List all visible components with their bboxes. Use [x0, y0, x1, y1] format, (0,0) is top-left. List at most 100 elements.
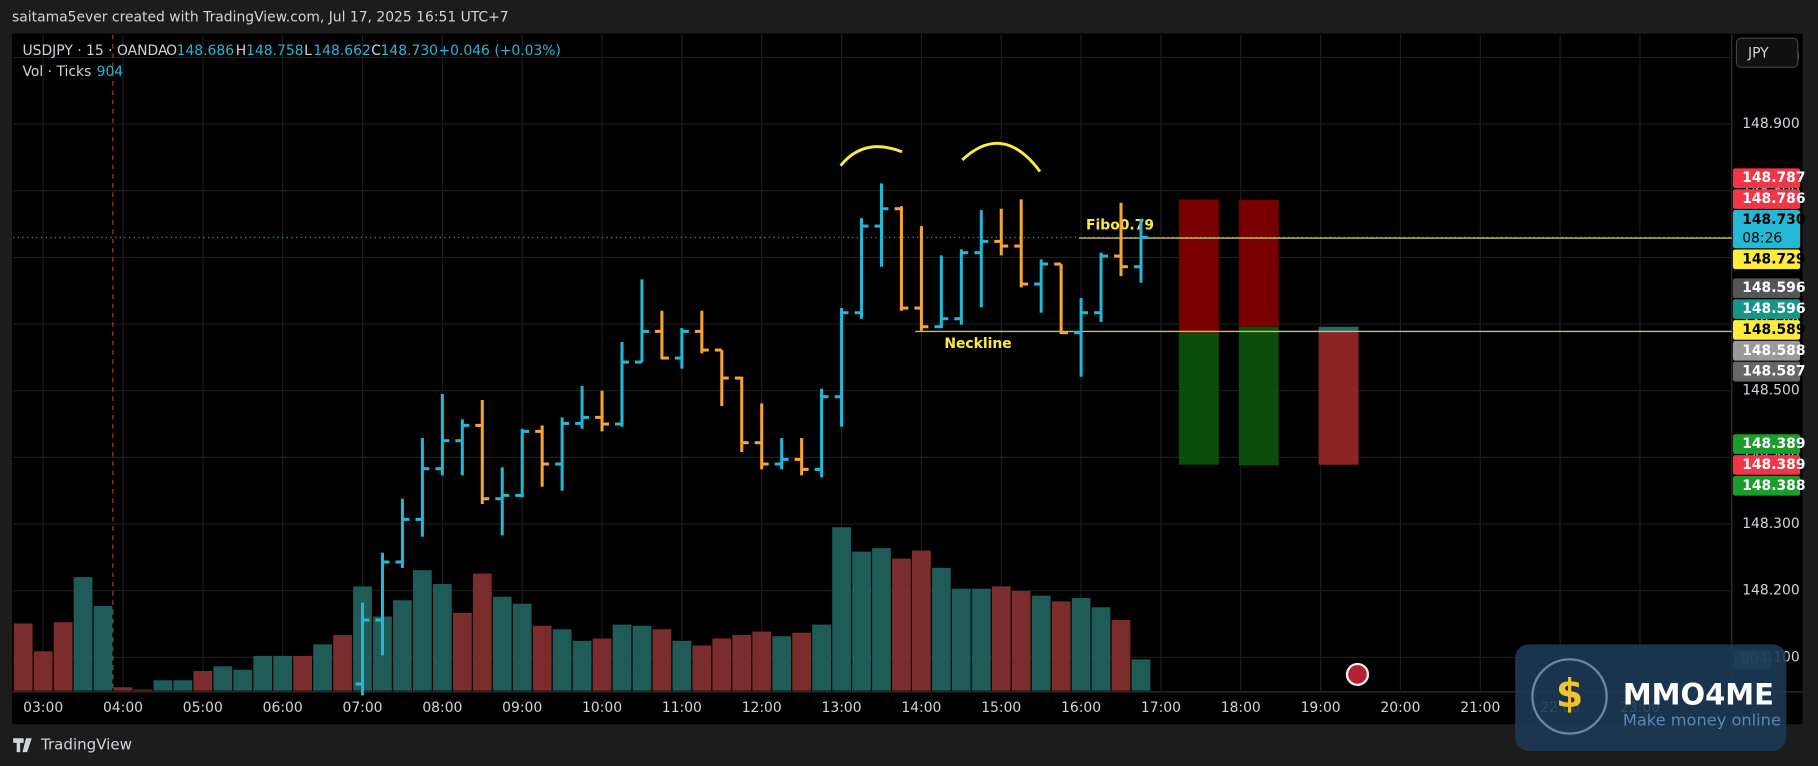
positions: [1178, 199, 1359, 466]
watermark-name: MMO4ME: [1623, 677, 1774, 711]
volume-bar: [452, 613, 472, 691]
x-tick-label: 17:00: [1141, 700, 1181, 716]
volume-bar: [173, 680, 193, 691]
volume-bar: [1031, 595, 1051, 691]
event-flag[interactable]: [1345, 662, 1370, 687]
volume-bar: [472, 573, 492, 691]
price-tag-label: 148.786: [1742, 191, 1805, 207]
volume-bar: [572, 640, 592, 691]
y-tick-label: 148.900: [1742, 116, 1799, 132]
volume-bar: [991, 586, 1011, 691]
close-value: 148.730: [381, 43, 438, 59]
price-tag: [1732, 320, 1801, 340]
volume-bar: [113, 687, 133, 691]
price-tag-label: 148.787: [1742, 170, 1805, 186]
brand-logo: [13, 738, 32, 753]
line-label: Neckline: [944, 336, 1011, 352]
high-value: 148.758: [246, 43, 303, 59]
volume-bar: [612, 624, 632, 691]
credit: saitama5ever created with TradingView.co…: [12, 9, 509, 25]
volume-bar: [492, 596, 512, 691]
position-target-zone: [1318, 326, 1359, 332]
currency: JPY: [1747, 45, 1769, 61]
y-tick-label: 148.500: [1742, 383, 1799, 399]
volume-bar: [772, 636, 792, 691]
price-bars: [355, 183, 1148, 696]
price-tag: [1732, 340, 1801, 361]
price-tag: [1732, 249, 1801, 270]
price-tag-label: 148.596: [1742, 280, 1805, 296]
volume-bars: [13, 527, 1151, 691]
x-tick-label: 12:00: [742, 700, 782, 716]
x-tick-label: 15:00: [981, 700, 1021, 716]
annotation-arc: [961, 141, 1042, 173]
volume-bar: [193, 670, 213, 691]
brand: TradingView: [40, 736, 132, 754]
price-tag-label: 148.587: [1742, 364, 1805, 380]
price-tag: [1732, 299, 1801, 319]
volume-bar: [812, 624, 831, 691]
watermark-box: [1515, 644, 1787, 751]
change: +0.046 (+0.03%): [439, 43, 561, 59]
volume-bar: [73, 577, 93, 691]
y-tick-label: 148.200: [1742, 583, 1799, 599]
high-label: H: [236, 43, 246, 59]
price-tag-label: 148.596: [1742, 301, 1805, 317]
volume-bar: [852, 551, 871, 691]
position-stop-zone: [1238, 200, 1279, 327]
low-label: L: [304, 43, 312, 59]
watermark-icon: $: [1556, 671, 1583, 717]
volume-bar: [13, 623, 33, 691]
price-tag-label: 148.389: [1742, 457, 1805, 473]
volume-bar: [732, 635, 752, 691]
x-tick-label: 20:00: [1380, 700, 1420, 716]
position-stop-zone: [1318, 331, 1359, 465]
volume-bar: [951, 588, 971, 691]
annotation-arc: [839, 145, 903, 167]
x-tick-label: 05:00: [183, 700, 223, 716]
x-tick-label: 09:00: [502, 700, 542, 716]
price-tag: [1732, 434, 1801, 454]
volume-bar: [832, 527, 851, 691]
volume-bar: [233, 669, 253, 691]
volume-bar: [892, 558, 911, 691]
volume-bar: [1071, 597, 1091, 691]
volume-bar: [752, 631, 772, 691]
volume-bar: [792, 632, 812, 691]
x-tick-label: 04:00: [103, 700, 143, 716]
x-tick-label: 08:00: [422, 700, 462, 716]
price-tag-label: 148.588: [1742, 343, 1805, 359]
price-tag: [1732, 210, 1801, 249]
watermark-logo: [1531, 658, 1608, 735]
low-value: 148.662: [313, 43, 370, 59]
volume-bar: [53, 622, 73, 691]
volume-bar: [313, 644, 332, 691]
volume-bar: [592, 638, 612, 691]
volume-bar: [253, 655, 273, 691]
volume-bar: [912, 550, 931, 691]
volume-bar: [931, 567, 951, 691]
watermark-tagline: Make money online: [1623, 710, 1781, 729]
x-tick-label: 03:00: [23, 700, 63, 716]
volume-label: Vol · Ticks: [22, 64, 91, 80]
volume-bar: [672, 640, 692, 691]
x-tick-label: 06:00: [263, 700, 303, 716]
price-tag: [1732, 278, 1801, 299]
volume-bar: [432, 584, 452, 691]
y-tick-label: 148.300: [1742, 516, 1799, 532]
volume-bar: [293, 655, 313, 691]
x-tick-label: 14:00: [901, 700, 941, 716]
price-tag-label: 148.729: [1742, 251, 1805, 267]
volume-bar: [133, 689, 153, 691]
volume-bar: [632, 625, 652, 691]
drawings: Fibo0.79Neckline: [13, 217, 1732, 352]
x-tick-label: 21:00: [1460, 700, 1500, 716]
price-tag-label: 148.589: [1742, 322, 1805, 338]
volume-bar: [872, 548, 891, 691]
x-tick-label: 16:00: [1061, 700, 1101, 716]
volume-bar: [1131, 659, 1151, 691]
volume-bar: [413, 570, 432, 691]
open-value: 148.686: [177, 43, 234, 59]
currency-button[interactable]: [1735, 37, 1799, 68]
